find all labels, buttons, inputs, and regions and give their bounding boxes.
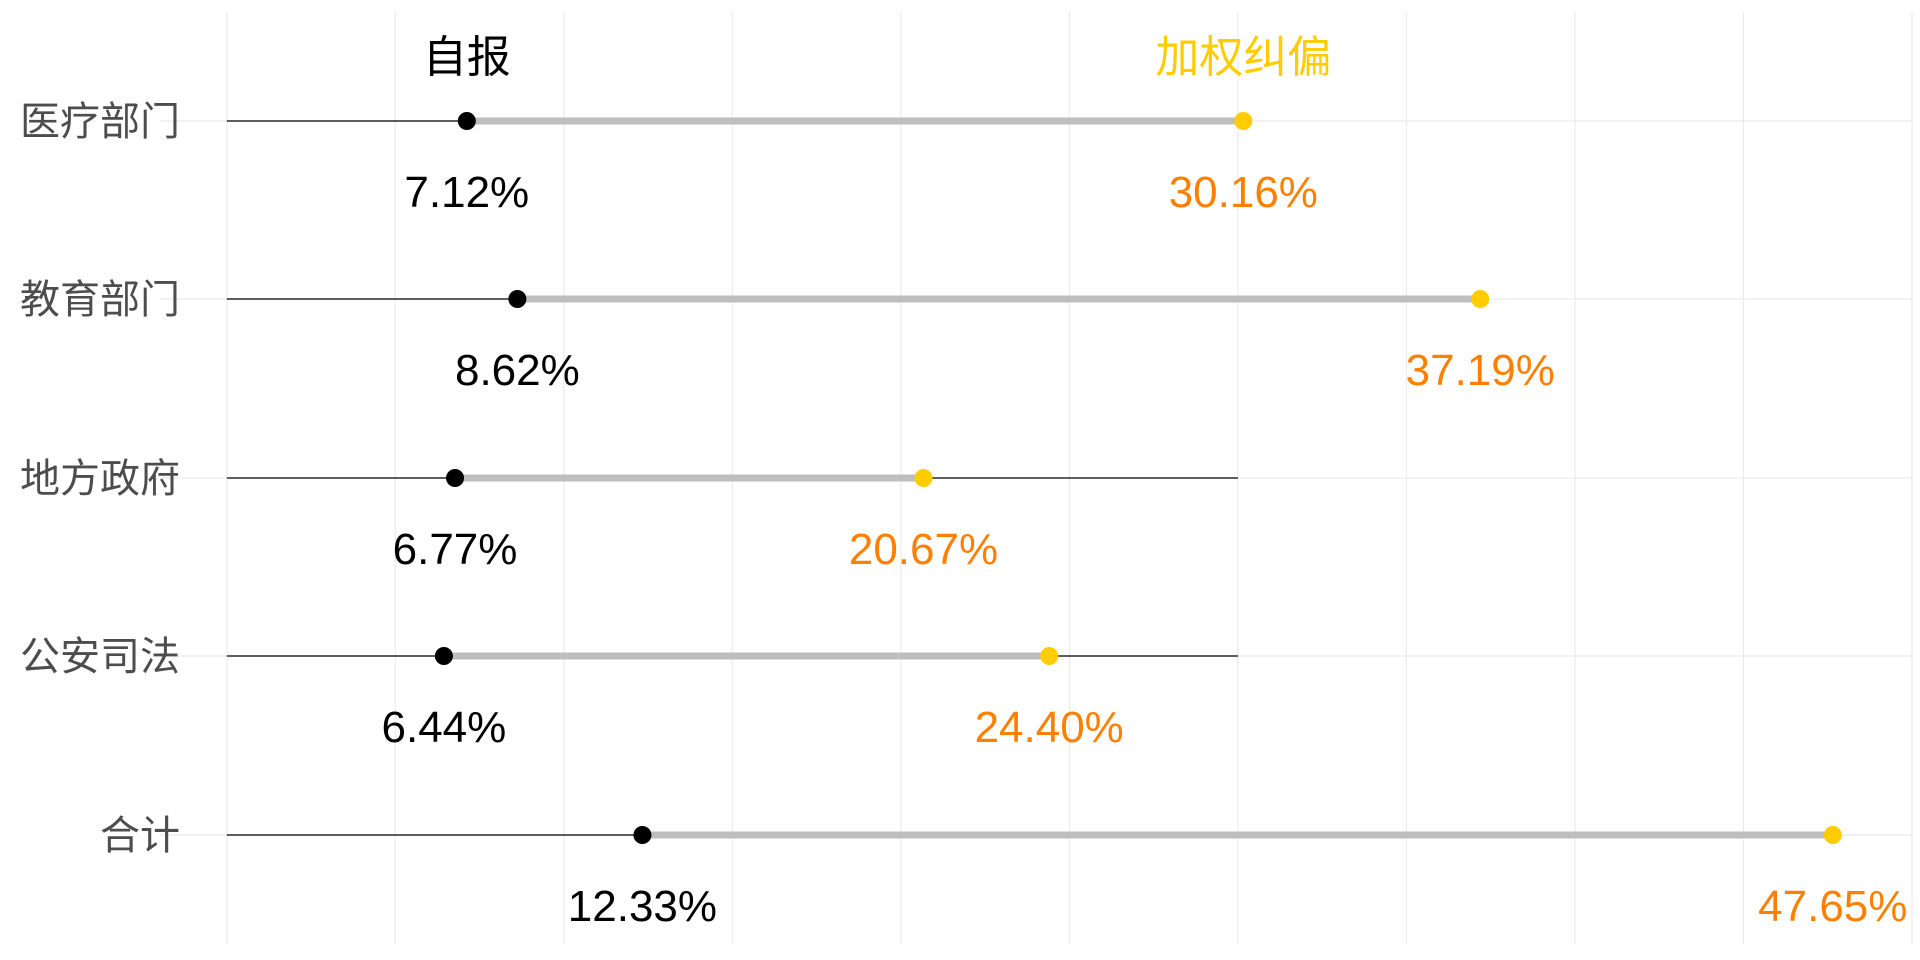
- self-report-point: [508, 290, 527, 308]
- self-report-point: [434, 647, 453, 665]
- series-headers: 自报 加权纠偏: [423, 32, 1332, 83]
- weighted-point: [1040, 647, 1059, 665]
- weighted-point: [914, 469, 933, 487]
- self-report-point: [633, 826, 652, 844]
- series-header-self-report: 自报: [423, 32, 511, 83]
- self-report-point: [457, 112, 476, 130]
- category-label: 合计: [100, 813, 180, 859]
- self-report-value-label: 7.12%: [404, 168, 529, 217]
- weighted-value-label: 20.67%: [849, 525, 998, 574]
- weighted-point: [1823, 826, 1842, 844]
- self-report-value-label: 8.62%: [455, 346, 580, 395]
- weighted-value-label: 30.16%: [1169, 168, 1318, 217]
- weighted-value-label: 47.65%: [1758, 882, 1907, 931]
- category-label: 公安司法: [20, 634, 180, 680]
- weighted-value-label: 37.19%: [1406, 346, 1555, 395]
- self-report-point: [446, 469, 465, 487]
- category-label: 医疗部门: [20, 99, 180, 145]
- series-header-weighted: 加权纠偏: [1155, 32, 1331, 83]
- data-labels: 7.12% 30.16% 8.62% 37.19% 6.77% 20.67% 6.44% 24…: [382, 168, 1908, 931]
- self-report-value-label: 12.33%: [568, 882, 717, 931]
- category-label: 地方政府: [20, 456, 180, 502]
- data-points: [434, 112, 1842, 844]
- self-report-value-label: 6.77%: [393, 525, 518, 574]
- self-report-value-label: 6.44%: [382, 703, 507, 752]
- weighted-point: [1471, 290, 1490, 308]
- weighted-point: [1234, 112, 1253, 130]
- category-label: 教育部门: [20, 277, 180, 323]
- connector-segments: [443, 117, 1833, 839]
- weighted-value-label: 24.40%: [975, 703, 1124, 752]
